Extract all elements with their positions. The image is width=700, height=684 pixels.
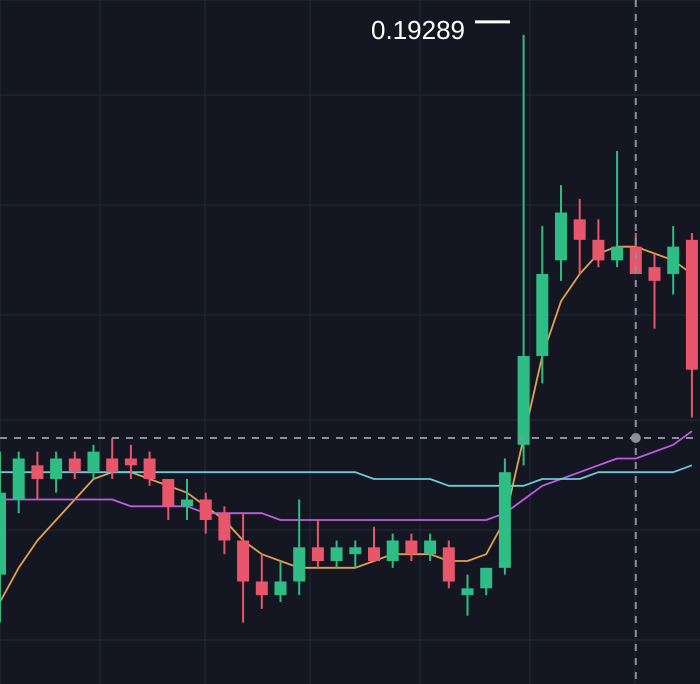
candle-body xyxy=(31,465,44,480)
candle-body xyxy=(517,356,530,445)
candle xyxy=(349,540,362,568)
candle-body xyxy=(274,581,287,596)
ma-line-fast xyxy=(0,245,693,603)
candle xyxy=(461,574,474,616)
candle xyxy=(405,533,418,562)
candle-body xyxy=(555,212,567,261)
crosshair-center-dot xyxy=(630,433,641,444)
candle xyxy=(498,458,511,575)
candle-body xyxy=(330,547,343,562)
candle xyxy=(611,151,624,268)
candle-body xyxy=(480,567,493,589)
candle xyxy=(648,253,661,329)
candle-body xyxy=(536,274,549,357)
candle-body xyxy=(461,588,474,596)
candle-body xyxy=(648,267,661,281)
candle-body xyxy=(12,458,25,500)
candle-body xyxy=(68,458,81,473)
candle xyxy=(573,198,586,275)
candle xyxy=(255,554,268,609)
candle-body xyxy=(199,499,212,521)
candle xyxy=(106,438,119,480)
candle xyxy=(667,226,680,295)
candle xyxy=(162,479,175,521)
candle xyxy=(386,533,399,568)
candle-body xyxy=(143,458,156,480)
candle-body xyxy=(368,547,380,562)
peak-price-label: 0.19289 xyxy=(371,15,465,45)
candle-body xyxy=(124,458,137,466)
ma-line-mid xyxy=(0,430,693,521)
candle-body xyxy=(237,540,250,582)
candle xyxy=(274,561,287,603)
candle xyxy=(31,451,44,500)
peak-annotation: 0.19289 xyxy=(371,15,510,45)
candle-body xyxy=(349,547,362,555)
candle-body xyxy=(218,513,231,541)
candle xyxy=(218,506,231,555)
candle xyxy=(517,34,530,466)
candle xyxy=(311,520,324,568)
candle xyxy=(181,479,193,521)
candle xyxy=(50,451,63,493)
candle xyxy=(237,513,250,623)
candle-body xyxy=(106,458,119,473)
candle-body xyxy=(611,246,624,261)
candle xyxy=(536,226,549,384)
candle xyxy=(442,540,455,589)
candle xyxy=(555,185,567,281)
candle-body xyxy=(293,547,306,582)
candle-body xyxy=(573,219,586,240)
candle-body xyxy=(311,547,324,562)
candle xyxy=(592,219,605,268)
candle xyxy=(685,233,698,418)
candle-body xyxy=(629,246,642,275)
candle-body xyxy=(87,451,100,473)
candle-body xyxy=(667,246,680,275)
candle-body xyxy=(0,492,6,575)
candle xyxy=(68,451,81,480)
candle xyxy=(480,567,493,596)
candle xyxy=(12,451,25,514)
candle-body xyxy=(181,499,193,507)
candle-body xyxy=(442,547,455,582)
candle xyxy=(330,540,343,568)
candle xyxy=(0,451,6,623)
candle-body xyxy=(50,458,63,480)
moving-average-lines xyxy=(0,245,693,603)
candle xyxy=(199,492,212,534)
candle xyxy=(293,499,306,596)
candle-body xyxy=(405,540,418,555)
candle xyxy=(124,444,137,480)
candle-body xyxy=(685,239,698,370)
candle-body xyxy=(592,239,605,261)
candle-body xyxy=(255,581,268,596)
candle-body xyxy=(498,472,511,568)
candle-body xyxy=(386,540,399,562)
candle xyxy=(368,526,380,562)
candle xyxy=(143,451,156,486)
candles xyxy=(0,34,698,623)
candle xyxy=(424,533,437,562)
candle-body xyxy=(162,479,175,507)
candle xyxy=(87,444,100,480)
candle-body xyxy=(424,540,437,555)
ma-line-slow xyxy=(0,464,693,487)
